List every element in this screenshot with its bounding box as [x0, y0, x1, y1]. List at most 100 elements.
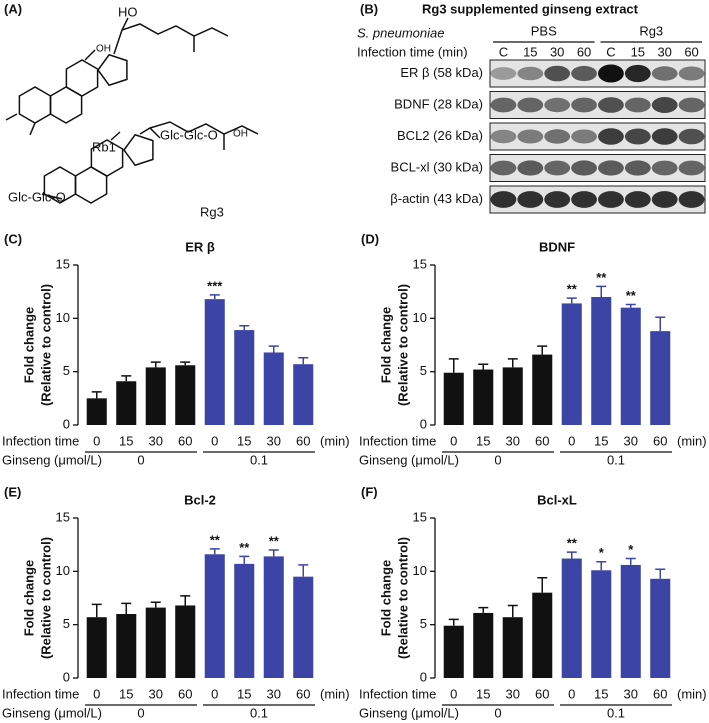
blot-band [598, 191, 624, 208]
blot-band [490, 191, 517, 208]
bond [139, 127, 161, 139]
y-tick-label: 15 [56, 256, 70, 271]
lane-label: 15 [523, 44, 537, 59]
y-tick-label: 0 [63, 416, 70, 431]
ring [18, 86, 52, 124]
x-axis-label: Infection time [359, 686, 436, 701]
blot-band [571, 97, 597, 113]
error-bar [268, 549, 279, 557]
error-bar [150, 361, 161, 368]
bar [86, 617, 107, 678]
blot-band [624, 160, 651, 176]
x-tick-label: 60 [653, 433, 667, 448]
error-bar [625, 557, 636, 565]
y-axis-label: (Relative to control) [395, 284, 410, 406]
significance: ** [239, 540, 250, 555]
panel-label: (B) [360, 1, 378, 16]
error-bar [596, 285, 607, 297]
blot-band [678, 97, 705, 113]
y-tick-label: 0 [63, 669, 70, 684]
bond [41, 193, 63, 200]
x-tick-label: 60 [178, 686, 192, 701]
error-bar [298, 357, 309, 365]
blot-band [517, 129, 544, 144]
lane-label: 30 [657, 44, 671, 59]
y-tick-label: 10 [56, 310, 70, 325]
chem-label: Rg3 [200, 204, 224, 219]
x-tick-label: 60 [653, 686, 667, 701]
x-tick-label: 15 [594, 686, 608, 701]
bar [532, 592, 553, 678]
error-bar [478, 363, 489, 370]
chart-title: BDNF [539, 239, 575, 254]
group-axis-label: Ginseng (μmol/L) [359, 705, 459, 720]
blot-band [517, 191, 544, 208]
bar [650, 578, 671, 678]
error-bar [537, 576, 548, 593]
blot-band [544, 160, 571, 176]
x-tick-label: 60 [535, 686, 549, 701]
significance: ** [567, 536, 578, 551]
blot-band [678, 191, 705, 208]
lane-label: 60 [577, 44, 591, 59]
bar [473, 369, 494, 425]
x-unit-label: (min) [677, 686, 707, 701]
x-tick-label: 60 [178, 433, 192, 448]
y-axis-label: Fold change [21, 307, 36, 384]
error-bar [448, 618, 459, 626]
x-unit-label: (min) [320, 433, 350, 448]
blot-row-label: BDNF (28 kDa) [394, 96, 483, 111]
group-label: 0.1 [607, 705, 625, 720]
bar [263, 556, 284, 678]
blot-band [651, 191, 678, 208]
error-bar [239, 325, 250, 331]
ring [97, 53, 128, 87]
x-tick-label: 15 [476, 686, 490, 701]
y-tick-label: 0 [420, 416, 427, 431]
bar [293, 364, 314, 425]
significance: *** [207, 278, 223, 293]
blot-row-label: BCL2 (26 kDa) [397, 128, 483, 143]
y-tick-label: 5 [63, 363, 70, 378]
error-bar [121, 375, 132, 382]
bar [443, 625, 464, 678]
chem-label: Glc-Glc-O [160, 127, 218, 142]
x-tick-label: 60 [296, 433, 310, 448]
blot-band [517, 97, 544, 113]
bar [116, 381, 137, 425]
bar [263, 352, 284, 425]
error-bar [655, 316, 666, 332]
group-label: 0.1 [250, 452, 268, 467]
blot-band [651, 128, 678, 145]
panel-label: (F) [361, 484, 378, 499]
x-tick-label: 0 [93, 433, 100, 448]
y-axis-label: (Relative to control) [38, 537, 53, 659]
significance: ** [269, 533, 280, 548]
y-axis-label: Fold change [378, 560, 393, 637]
x-tick-label: 30 [624, 686, 638, 701]
bar [175, 365, 196, 425]
bar [86, 398, 107, 425]
bar [650, 331, 671, 425]
blot-band [598, 97, 624, 113]
lane-label: 15 [631, 44, 645, 59]
bar [620, 307, 641, 425]
bond [113, 17, 129, 55]
error-bar [180, 361, 191, 366]
x-tick-label: 60 [535, 433, 549, 448]
blot-title: Rg3 supplemented ginseng extract [422, 1, 639, 16]
x-tick-label: 15 [237, 686, 251, 701]
blot-band [571, 129, 597, 144]
x-tick-label: 0 [568, 686, 575, 701]
significance: * [599, 545, 605, 560]
blot-band [624, 191, 651, 208]
blot-band [678, 160, 705, 176]
blot-band [678, 128, 705, 145]
lane-label: C [606, 44, 615, 59]
lane-label: 30 [550, 44, 564, 59]
y-axis-label: (Relative to control) [395, 537, 410, 659]
error-bar [298, 564, 309, 577]
chart-title: Bcl-xL [537, 492, 577, 507]
y-tick-label: 10 [56, 563, 70, 578]
blot-band [544, 97, 571, 113]
